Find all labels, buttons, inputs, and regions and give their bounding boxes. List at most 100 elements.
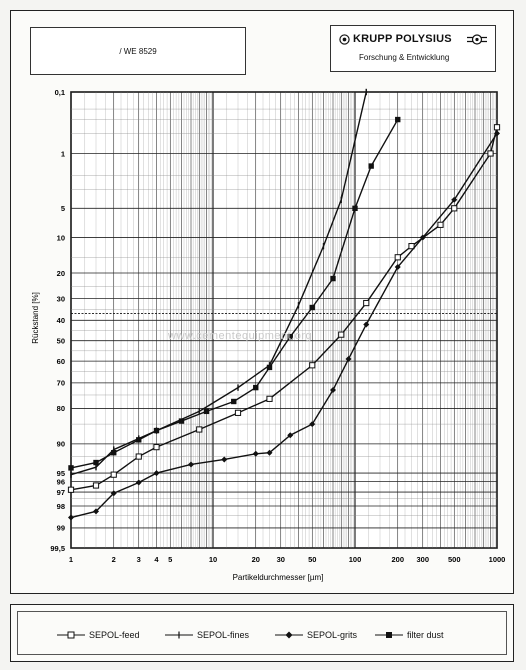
data-point [494, 130, 500, 137]
x-tick-label: 5 [168, 555, 172, 564]
legend-label-grits: SEPOL-grits [307, 630, 358, 640]
x-tick-label: 50 [308, 555, 316, 564]
data-point [153, 470, 160, 477]
data-point [451, 196, 458, 203]
data-point [363, 299, 370, 307]
krupp-rings-logo-icon [339, 34, 350, 45]
brand-box: KRUPP POLYSIUS Forschung & Entwicklung [330, 25, 496, 72]
data-point [92, 482, 100, 489]
data-point [153, 444, 160, 451]
x-tick-label: 2 [112, 555, 116, 564]
x-tick-labels: 1 2 3 4 5 10 20 30 50 100 200 300 500 1000 [69, 555, 505, 564]
x-tick-label: 20 [252, 555, 260, 564]
y-tick-label: 10 [57, 233, 65, 242]
y-tick-label: 50 [57, 336, 65, 345]
data-point [110, 490, 117, 497]
brand-subtitle: Forschung & Entwicklung [359, 53, 450, 62]
data-point [253, 384, 259, 391]
y-tick-label: 5 [61, 204, 65, 213]
y-tick-label: 90 [57, 440, 65, 449]
data-point [110, 471, 117, 478]
y-axis-label: Rückstand [%] [31, 292, 40, 344]
data-point [68, 465, 74, 471]
legend-marker-open-square-icon [57, 631, 85, 639]
data-point [330, 275, 336, 282]
y-tick-label: 80 [57, 404, 65, 413]
data-point [395, 116, 401, 123]
data-point [188, 461, 195, 468]
y-tick-label: 20 [57, 269, 65, 278]
data-point [368, 163, 374, 169]
y-tick-label: 60 [57, 357, 65, 366]
data-point [221, 456, 228, 463]
x-tick-label: 300 [416, 555, 429, 564]
data-point [234, 409, 242, 416]
y-tick-label: 30 [57, 294, 65, 303]
x-tick-label: 1 [69, 555, 73, 564]
data-point [231, 398, 237, 405]
y-tick-label: 70 [57, 379, 65, 388]
data-point [287, 333, 293, 340]
data-point [352, 205, 358, 212]
x-tick-label: 4 [154, 555, 159, 564]
data-point [252, 450, 259, 457]
series-sepol-feed [67, 124, 501, 493]
series-line [70, 119, 399, 469]
data-point [93, 459, 99, 466]
series-line [70, 91, 367, 476]
data-point [394, 264, 401, 271]
legend-marker-plus-icon [165, 631, 193, 639]
data-point [111, 450, 117, 456]
legend-item-filter-dust: filter dust [375, 630, 444, 640]
y-tick-label: 99,5 [50, 544, 65, 553]
legend-marker-diamond-icon [275, 631, 303, 639]
y-tick-label: 99 [57, 524, 65, 533]
watermark-text: www.cementequipment.org [168, 330, 313, 342]
data-point [93, 508, 100, 515]
x-tick-label: 100 [349, 555, 362, 564]
data-point [203, 408, 210, 415]
series-sepol-grits [68, 130, 500, 521]
polysius-logo-icon [467, 34, 487, 45]
brand-name: KRUPP POLYSIUS [353, 33, 452, 45]
data-point [338, 331, 345, 338]
data-point [363, 321, 370, 328]
data-point [136, 437, 142, 443]
data-point [196, 426, 203, 433]
data-point [153, 427, 160, 434]
data-point [135, 479, 142, 486]
data-point [487, 150, 494, 157]
x-tick-label: 30 [277, 555, 285, 564]
data-point [330, 387, 337, 394]
x-tick-label: 10 [209, 555, 217, 564]
data-point [309, 304, 315, 311]
data-point [67, 486, 75, 493]
data-point [266, 395, 273, 402]
data-point [266, 364, 273, 371]
reference-box: / WE 8529 [30, 27, 246, 75]
reference-label: / WE 8529 [119, 46, 157, 56]
data-point [135, 453, 142, 460]
y-tick-label: 1 [61, 149, 65, 158]
x-tick-label: 1000 [489, 555, 506, 564]
y-tick-label: 98 [57, 502, 65, 511]
series-filter-dust [68, 116, 401, 471]
legend-label-fines: SEPOL-fines [197, 630, 250, 640]
legend-label-feed: SEPOL-feed [89, 630, 140, 640]
series-line [70, 133, 498, 519]
data-point [266, 449, 273, 456]
legend-label-filter-dust: filter dust [407, 630, 444, 640]
y-tick-label: 97 [57, 488, 65, 497]
data-point [309, 421, 316, 428]
y-tick-label: 0,1 [55, 88, 65, 97]
x-tick-label: 3 [137, 555, 141, 564]
data-point [493, 124, 501, 131]
legend-marker-filled-square-icon [375, 632, 403, 638]
x-tick-label: 200 [391, 555, 404, 564]
legend-item-feed: SEPOL-feed [57, 630, 140, 640]
data-point [287, 432, 294, 439]
data-point [68, 514, 74, 521]
data-point [437, 221, 444, 228]
chart-grid [70, 91, 498, 549]
